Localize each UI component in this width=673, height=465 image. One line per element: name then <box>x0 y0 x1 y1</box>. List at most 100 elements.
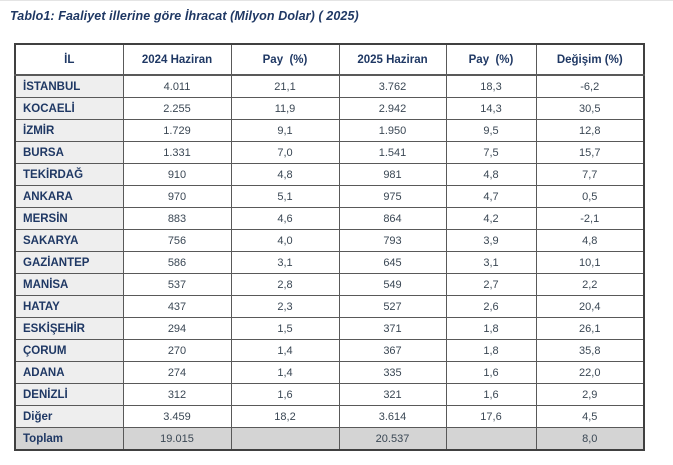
value-cell: 2,8 <box>230 273 340 296</box>
table-row: TEKİRDAĞ 910 4,8 981 4,8 7,7 <box>14 163 645 186</box>
value-cell: -2,1 <box>535 207 645 230</box>
table-row: ESKİŞEHİR 294 1,5 371 1,8 26,1 <box>14 317 645 340</box>
value-cell: 2,7 <box>445 273 537 296</box>
value-cell <box>230 427 340 451</box>
value-cell: 1,6 <box>445 383 537 406</box>
value-cell: 793 <box>338 229 447 252</box>
value-cell: 5,1 <box>230 185 340 208</box>
value-cell: 1,6 <box>230 383 340 406</box>
column-header-pay-2024: Pay (%) <box>230 43 340 76</box>
value-cell: 864 <box>338 207 447 230</box>
value-cell: 367 <box>338 339 447 362</box>
value-cell: 2,6 <box>445 295 537 318</box>
column-header-2024-haziran: 2024 Haziran <box>122 43 232 76</box>
value-cell: 274 <box>122 361 232 384</box>
value-cell: 21,1 <box>230 74 340 98</box>
value-cell: 549 <box>338 273 447 296</box>
table-row: KOCAELİ 2.255 11,9 2.942 14,3 30,5 <box>14 97 645 120</box>
province-cell: GAZİANTEP <box>14 251 124 274</box>
value-cell: 7,0 <box>230 141 340 164</box>
value-cell: 371 <box>338 317 447 340</box>
province-cell: BURSA <box>14 141 124 164</box>
value-cell: 9,5 <box>445 119 537 142</box>
export-by-province-table: İL 2024 Haziran Pay (%) 2025 Haziran Pay… <box>14 43 645 451</box>
value-cell: 0,5 <box>535 185 645 208</box>
value-cell: 437 <box>122 295 232 318</box>
value-cell: 4,2 <box>445 207 537 230</box>
value-cell: 9,1 <box>230 119 340 142</box>
value-cell: 4,8 <box>445 163 537 186</box>
table-row: ADANA 274 1,4 335 1,6 22,0 <box>14 361 645 384</box>
table-row: SAKARYA 756 4,0 793 3,9 4,8 <box>14 229 645 252</box>
value-cell: 18,3 <box>445 74 537 98</box>
value-cell: 2,2 <box>535 273 645 296</box>
province-cell: HATAY <box>14 295 124 318</box>
column-header-il: İL <box>14 43 124 76</box>
value-cell: 1,6 <box>445 361 537 384</box>
table-row: GAZİANTEP 586 3,1 645 3,1 10,1 <box>14 251 645 274</box>
province-cell: SAKARYA <box>14 229 124 252</box>
value-cell: 17,6 <box>445 405 537 428</box>
value-cell: 2,3 <box>230 295 340 318</box>
value-cell <box>445 427 537 451</box>
province-cell: ANKARA <box>14 185 124 208</box>
table-header-row: İL 2024 Haziran Pay (%) 2025 Haziran Pay… <box>14 43 645 76</box>
value-cell: 527 <box>338 295 447 318</box>
value-cell: 645 <box>338 251 447 274</box>
value-cell: 4,8 <box>535 229 645 252</box>
province-cell: MERSİN <box>14 207 124 230</box>
value-cell: 981 <box>338 163 447 186</box>
province-cell: İSTANBUL <box>14 74 124 98</box>
table-row: MANİSA 537 2,8 549 2,7 2,2 <box>14 273 645 296</box>
table-row: HATAY 437 2,3 527 2,6 20,4 <box>14 295 645 318</box>
province-cell: Toplam <box>14 427 124 451</box>
table-row: Diğer 3.459 18,2 3.614 17,6 4,5 <box>14 405 645 428</box>
value-cell: 2.255 <box>122 97 232 120</box>
value-cell: 26,1 <box>535 317 645 340</box>
value-cell: 15,7 <box>535 141 645 164</box>
value-cell: 294 <box>122 317 232 340</box>
province-cell: ESKİŞEHİR <box>14 317 124 340</box>
table-title: Tablo1: Faaliyet illerine göre İhracat (… <box>10 9 359 23</box>
province-cell: TEKİRDAĞ <box>14 163 124 186</box>
province-cell: İZMİR <box>14 119 124 142</box>
value-cell: 1.729 <box>122 119 232 142</box>
value-cell: -6,2 <box>535 74 645 98</box>
value-cell: 11,9 <box>230 97 340 120</box>
province-cell: Diğer <box>14 405 124 428</box>
value-cell: 10,1 <box>535 251 645 274</box>
value-cell: 1,4 <box>230 339 340 362</box>
value-cell: 3.459 <box>122 405 232 428</box>
value-cell: 270 <box>122 339 232 362</box>
value-cell: 1,4 <box>230 361 340 384</box>
value-cell: 1,8 <box>445 339 537 362</box>
value-cell: 14,3 <box>445 97 537 120</box>
province-cell: ÇORUM <box>14 339 124 362</box>
value-cell: 1.331 <box>122 141 232 164</box>
table-row: BURSA 1.331 7,0 1.541 7,5 15,7 <box>14 141 645 164</box>
value-cell: 19.015 <box>122 427 232 451</box>
province-cell: MANİSA <box>14 273 124 296</box>
province-cell: DENİZLİ <box>14 383 124 406</box>
value-cell: 20,4 <box>535 295 645 318</box>
value-cell: 3.614 <box>338 405 447 428</box>
value-cell: 975 <box>338 185 447 208</box>
value-cell: 312 <box>122 383 232 406</box>
province-cell: ADANA <box>14 361 124 384</box>
value-cell: 1.541 <box>338 141 447 164</box>
value-cell: 3,1 <box>445 251 537 274</box>
value-cell: 3.762 <box>338 74 447 98</box>
table-row: MERSİN 883 4,6 864 4,2 -2,1 <box>14 207 645 230</box>
value-cell: 30,5 <box>535 97 645 120</box>
value-cell: 756 <box>122 229 232 252</box>
value-cell: 8,0 <box>535 427 645 451</box>
value-cell: 4,0 <box>230 229 340 252</box>
value-cell: 321 <box>338 383 447 406</box>
value-cell: 4.011 <box>122 74 232 98</box>
value-cell: 335 <box>338 361 447 384</box>
column-header-pay-2025: Pay (%) <box>445 43 537 76</box>
value-cell: 7,7 <box>535 163 645 186</box>
value-cell: 3,9 <box>445 229 537 252</box>
value-cell: 4,7 <box>445 185 537 208</box>
